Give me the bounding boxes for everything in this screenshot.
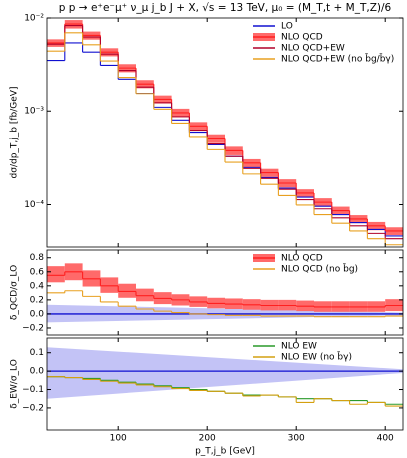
- y-tick-label: −0.1: [22, 385, 44, 395]
- legend-label: LO: [281, 22, 293, 32]
- legend-label: NLO EW: [281, 342, 317, 352]
- y-tick-label: −0.2: [22, 403, 44, 413]
- lo-uncertainty-band: [47, 347, 403, 399]
- axes-frame: [46, 337, 404, 431]
- y-tick-label: 10⁻²: [24, 14, 44, 24]
- y-tick-label: 0.4: [30, 281, 45, 291]
- scale-band: [47, 266, 65, 283]
- legend-label: NLO EW (no b̄γ): [281, 351, 352, 363]
- x-tick-label: 100: [110, 434, 127, 444]
- x-tick-label: 200: [199, 434, 216, 444]
- y-axis-label: δ_QCD/σ_LO: [10, 265, 20, 320]
- scale-band: [100, 277, 119, 293]
- axes-frame: [46, 17, 404, 248]
- legend-label: NLO QCD: [281, 254, 323, 264]
- x-axis-label: p_T,j_b [GeV]: [195, 447, 255, 457]
- y-tick-label: 10⁻⁴: [24, 200, 44, 210]
- plot-area: [47, 20, 403, 246]
- x-tick-label: 400: [377, 434, 394, 444]
- y-tick-label: 0.6: [30, 267, 45, 277]
- y-tick-label: 0.1: [30, 348, 44, 358]
- y-tick-label: −0.2: [22, 323, 44, 333]
- y-tick-label: 0.2: [30, 295, 44, 305]
- y-tick-label: 0.0: [30, 309, 45, 319]
- plot-area: [47, 263, 403, 323]
- y-axis-label: δ_EW/σ_LO: [10, 359, 20, 409]
- legend-label: NLO QCD (no b̄g): [281, 263, 358, 275]
- y-tick-label: 10⁻³: [24, 107, 44, 117]
- x-tick-label: 300: [288, 434, 305, 444]
- legend-label: NLO QCD+EW (no b̄g/b̄γ): [281, 53, 394, 65]
- scale-band: [118, 283, 136, 298]
- chart-title: p p → e⁺e⁻μ⁺ ν_μ j_b J + X, √s = 13 TeV,…: [59, 2, 392, 14]
- y-tick-label: 0.8: [30, 253, 45, 263]
- legend-label: NLO QCD+EW: [281, 44, 345, 54]
- axes-frame: [46, 249, 404, 336]
- y-tick-label: 0.0: [30, 367, 45, 377]
- legend-label: NLO QCD: [281, 33, 323, 43]
- plot-area: [47, 347, 403, 407]
- scale-band: [136, 288, 154, 302]
- y-axis-label: dσ/dp_T,j_b [fb/GeV]: [10, 87, 20, 179]
